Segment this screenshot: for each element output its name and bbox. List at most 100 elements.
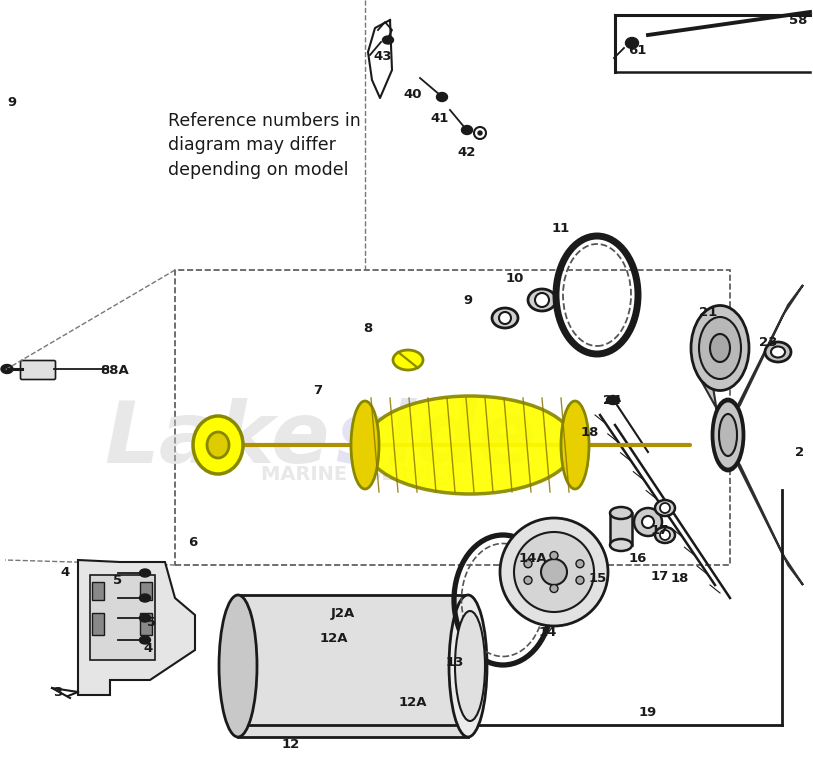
Text: 12: 12 <box>282 739 300 751</box>
Text: 41: 41 <box>431 112 450 124</box>
Text: 14A: 14A <box>519 551 547 565</box>
Ellipse shape <box>219 595 257 737</box>
Ellipse shape <box>382 36 393 44</box>
Bar <box>140 613 152 635</box>
Ellipse shape <box>712 399 744 471</box>
Text: 17: 17 <box>651 523 669 537</box>
Circle shape <box>660 530 670 540</box>
Ellipse shape <box>393 350 423 370</box>
Bar <box>90 575 155 660</box>
Text: 14: 14 <box>539 626 557 640</box>
Text: 16: 16 <box>628 551 647 565</box>
Ellipse shape <box>462 126 472 134</box>
Text: 23: 23 <box>759 337 777 350</box>
Text: 11: 11 <box>552 222 570 234</box>
Circle shape <box>634 508 662 536</box>
Text: Lake: Lake <box>105 398 330 482</box>
Ellipse shape <box>207 432 229 458</box>
Text: 7: 7 <box>314 383 323 397</box>
Text: 42: 42 <box>458 147 476 159</box>
Text: 4: 4 <box>60 565 70 579</box>
Text: 9: 9 <box>463 294 472 306</box>
Polygon shape <box>78 560 195 695</box>
Text: 5: 5 <box>147 615 157 629</box>
Text: 18: 18 <box>671 572 689 584</box>
Ellipse shape <box>140 636 150 644</box>
Ellipse shape <box>561 401 589 489</box>
Text: 3: 3 <box>54 686 63 700</box>
Ellipse shape <box>765 342 791 362</box>
Text: 40: 40 <box>404 88 422 102</box>
Text: 88A: 88A <box>101 363 129 376</box>
Polygon shape <box>693 335 723 450</box>
Ellipse shape <box>449 595 487 737</box>
FancyBboxPatch shape <box>20 361 55 380</box>
Ellipse shape <box>492 308 518 328</box>
Ellipse shape <box>528 289 556 311</box>
Text: 5: 5 <box>114 573 123 587</box>
Ellipse shape <box>1 365 13 373</box>
Ellipse shape <box>455 611 485 721</box>
Text: 9: 9 <box>7 97 16 109</box>
Bar <box>92 582 104 600</box>
Ellipse shape <box>699 317 741 379</box>
Circle shape <box>660 503 670 513</box>
Text: 17: 17 <box>651 569 669 583</box>
Circle shape <box>514 532 594 612</box>
Text: 4: 4 <box>143 641 153 654</box>
Ellipse shape <box>610 507 632 519</box>
Text: 61: 61 <box>628 44 646 56</box>
Text: 10: 10 <box>506 272 524 284</box>
Text: 12A: 12A <box>398 697 428 709</box>
Ellipse shape <box>691 305 749 390</box>
Bar <box>92 613 104 635</box>
Bar <box>140 582 152 600</box>
Ellipse shape <box>713 401 743 469</box>
Ellipse shape <box>606 395 620 405</box>
Ellipse shape <box>351 401 379 489</box>
Text: 2: 2 <box>795 445 805 458</box>
Circle shape <box>535 293 549 307</box>
Ellipse shape <box>710 334 730 362</box>
Circle shape <box>550 551 558 559</box>
Ellipse shape <box>719 414 737 456</box>
Text: side: side <box>335 398 536 482</box>
Ellipse shape <box>140 594 150 602</box>
Polygon shape <box>733 285 803 415</box>
Ellipse shape <box>655 527 675 543</box>
Bar <box>610 513 632 545</box>
Ellipse shape <box>365 396 575 494</box>
Ellipse shape <box>140 569 150 577</box>
Circle shape <box>550 584 558 593</box>
Ellipse shape <box>625 37 638 48</box>
Text: J2A: J2A <box>331 607 355 619</box>
Text: 21: 21 <box>699 306 717 319</box>
Text: 24: 24 <box>602 394 621 406</box>
Ellipse shape <box>610 539 632 551</box>
Polygon shape <box>733 455 803 585</box>
Ellipse shape <box>437 92 447 102</box>
Ellipse shape <box>140 614 150 622</box>
Bar <box>238 595 468 737</box>
Circle shape <box>576 560 584 568</box>
Circle shape <box>576 576 584 584</box>
Text: 6: 6 <box>189 537 198 550</box>
Circle shape <box>474 127 486 139</box>
Ellipse shape <box>193 416 243 474</box>
Text: MARINE   SERVICE: MARINE SERVICE <box>261 465 459 484</box>
Ellipse shape <box>771 347 785 358</box>
Circle shape <box>524 560 532 568</box>
Text: 43: 43 <box>374 51 392 63</box>
Text: 58: 58 <box>789 13 807 27</box>
Text: 12A: 12A <box>320 632 348 644</box>
Circle shape <box>524 576 532 584</box>
Circle shape <box>541 559 567 585</box>
Text: 15: 15 <box>589 572 607 584</box>
Text: 18: 18 <box>580 426 599 440</box>
Text: 19: 19 <box>639 707 657 719</box>
Ellipse shape <box>655 500 675 516</box>
Circle shape <box>500 518 608 626</box>
Circle shape <box>478 131 482 135</box>
Text: 13: 13 <box>446 657 464 669</box>
Circle shape <box>499 312 511 324</box>
